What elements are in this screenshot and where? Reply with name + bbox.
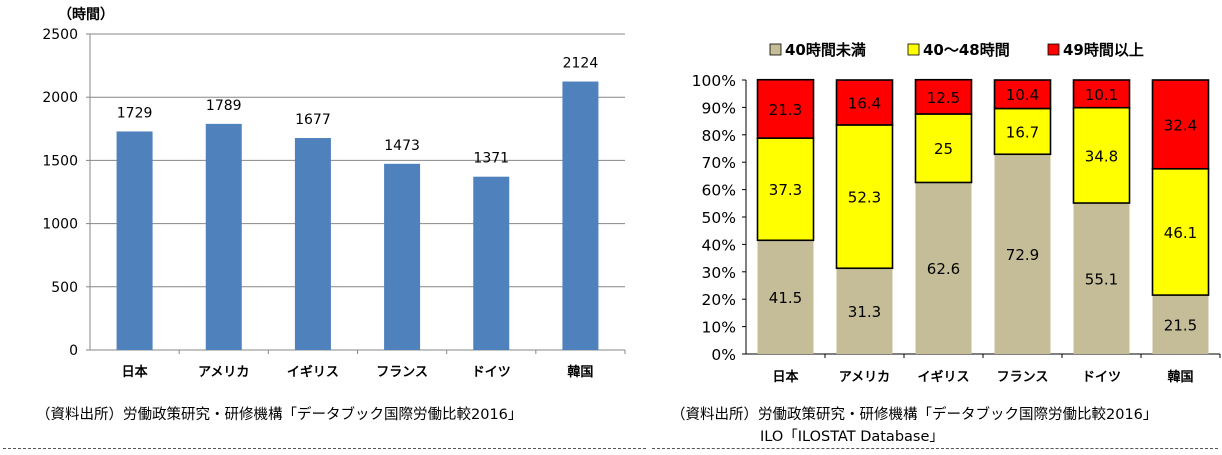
category-label: 韓国 [1167, 369, 1193, 385]
category-label: イギリス [917, 369, 969, 385]
category-label: フランス [997, 370, 1049, 385]
data-label: 37.3 [769, 181, 802, 199]
legend-label: 49時間以上 [1063, 41, 1144, 59]
bar-segment [994, 154, 1051, 354]
data-label: 1371 [473, 151, 509, 167]
bar-segment [757, 240, 814, 354]
data-label: 1729 [117, 105, 153, 121]
bar-segment [836, 268, 893, 354]
y-tick-label: 80% [702, 127, 736, 145]
y-tick-label: 100% [692, 72, 736, 90]
data-label: 52.3 [848, 189, 881, 207]
y-tick-label: 2000 [42, 90, 78, 106]
source-note-right-ilo: ILO「ILOSTAT Database」 [760, 429, 944, 445]
bar-segment [1073, 203, 1130, 354]
bar-segment [993, 107, 1052, 156]
bar-segment [1152, 295, 1209, 354]
y-tick-label: 30% [702, 264, 736, 282]
category-label: 韓国 [567, 364, 593, 380]
category-label: ドイツ [472, 365, 511, 380]
y-tick-label: 0% [711, 346, 736, 364]
y-unit-label: （時間） [58, 6, 114, 23]
category-label: アメリカ [839, 370, 890, 385]
bar-segment [1072, 106, 1131, 204]
legend: 40時間未満 40～48時間 49時間以上 [769, 41, 1144, 59]
bar-segment [915, 182, 972, 354]
bar-segment [1151, 79, 1210, 170]
bar-segment [1151, 167, 1210, 296]
y-tick-label: 50% [702, 209, 736, 227]
data-label: 1473 [384, 138, 420, 154]
divider-right [652, 448, 1218, 449]
legend-swatch [907, 43, 920, 56]
y-tick-label: 90% [702, 99, 736, 117]
bar-segment [835, 79, 894, 126]
y-tick-label: 500 [51, 280, 78, 296]
category-label: アメリカ [198, 365, 249, 380]
annual-hours-bar-chart: （時間） 0 500 1000 1500 2000 2500 1729 1789 1677 14… [42, 6, 626, 380]
y-tick-label: 1500 [42, 153, 78, 169]
data-label: 55.1 [1085, 271, 1118, 289]
data-label: 46.1 [1164, 224, 1197, 242]
data-label: 25 [934, 140, 953, 158]
data-label: 1789 [206, 98, 242, 114]
bar-segment [914, 78, 973, 115]
data-label: 2124 [563, 56, 599, 72]
data-label: 62.6 [927, 260, 960, 278]
data-label: 16.4 [848, 94, 881, 112]
y-tick-label: 60% [702, 182, 736, 200]
category-label: フランス [376, 365, 428, 380]
source-note-left: （資料出所）労働政策研究・研修機構「データブック国際労働比較2016」 [36, 407, 523, 423]
data-label: 31.3 [848, 303, 881, 321]
y-tick-label: 2500 [42, 27, 78, 43]
data-label: 10.1 [1085, 86, 1118, 104]
legend-swatch [769, 43, 782, 56]
data-label: 16.7 [1006, 123, 1039, 141]
bar [116, 131, 153, 350]
data-label: 72.9 [1006, 246, 1039, 264]
data-label: 21.3 [769, 101, 802, 119]
data-label: 34.8 [1085, 147, 1118, 165]
data-label: 1677 [295, 112, 331, 128]
weekly-hours-stacked-chart: 40時間未満 40～48時間 49時間以上 0% 10% 20% 30% 40% 50% 60%… [692, 41, 1221, 385]
y-tick-label: 20% [702, 291, 736, 309]
category-label: ドイツ [1082, 370, 1121, 385]
legend-swatch [1047, 43, 1060, 56]
bar [205, 123, 242, 351]
source-note-right: （資料出所）労働政策研究・研修機構「データブック国際労働比較2016」 [671, 407, 1158, 423]
bar [562, 81, 599, 350]
bar [294, 138, 331, 350]
divider-left [3, 448, 646, 449]
category-label: イギリス [287, 364, 339, 380]
data-label: 41.5 [769, 289, 802, 307]
y-tick-label: 10% [702, 319, 736, 337]
y-tick-label: 40% [702, 236, 736, 254]
data-label: 32.4 [1164, 116, 1197, 134]
data-label: 12.5 [927, 89, 960, 107]
bar-segment [1072, 79, 1131, 109]
y-tick-label: 70% [702, 154, 736, 172]
bar [473, 176, 510, 350]
bar-segment [993, 79, 1052, 110]
data-label: 21.5 [1164, 317, 1197, 335]
legend-label: 40時間未満 [785, 41, 866, 59]
data-label: 10.4 [1006, 86, 1039, 104]
legend-label: 40～48時間 [923, 41, 1010, 59]
bar [384, 163, 421, 350]
bar-segment [756, 78, 815, 139]
category-label: 日本 [772, 369, 798, 385]
category-label: 日本 [122, 364, 148, 380]
y-tick-label: 1000 [42, 217, 78, 233]
bar-segment [914, 113, 973, 184]
y-tick-label: 0 [69, 343, 78, 359]
